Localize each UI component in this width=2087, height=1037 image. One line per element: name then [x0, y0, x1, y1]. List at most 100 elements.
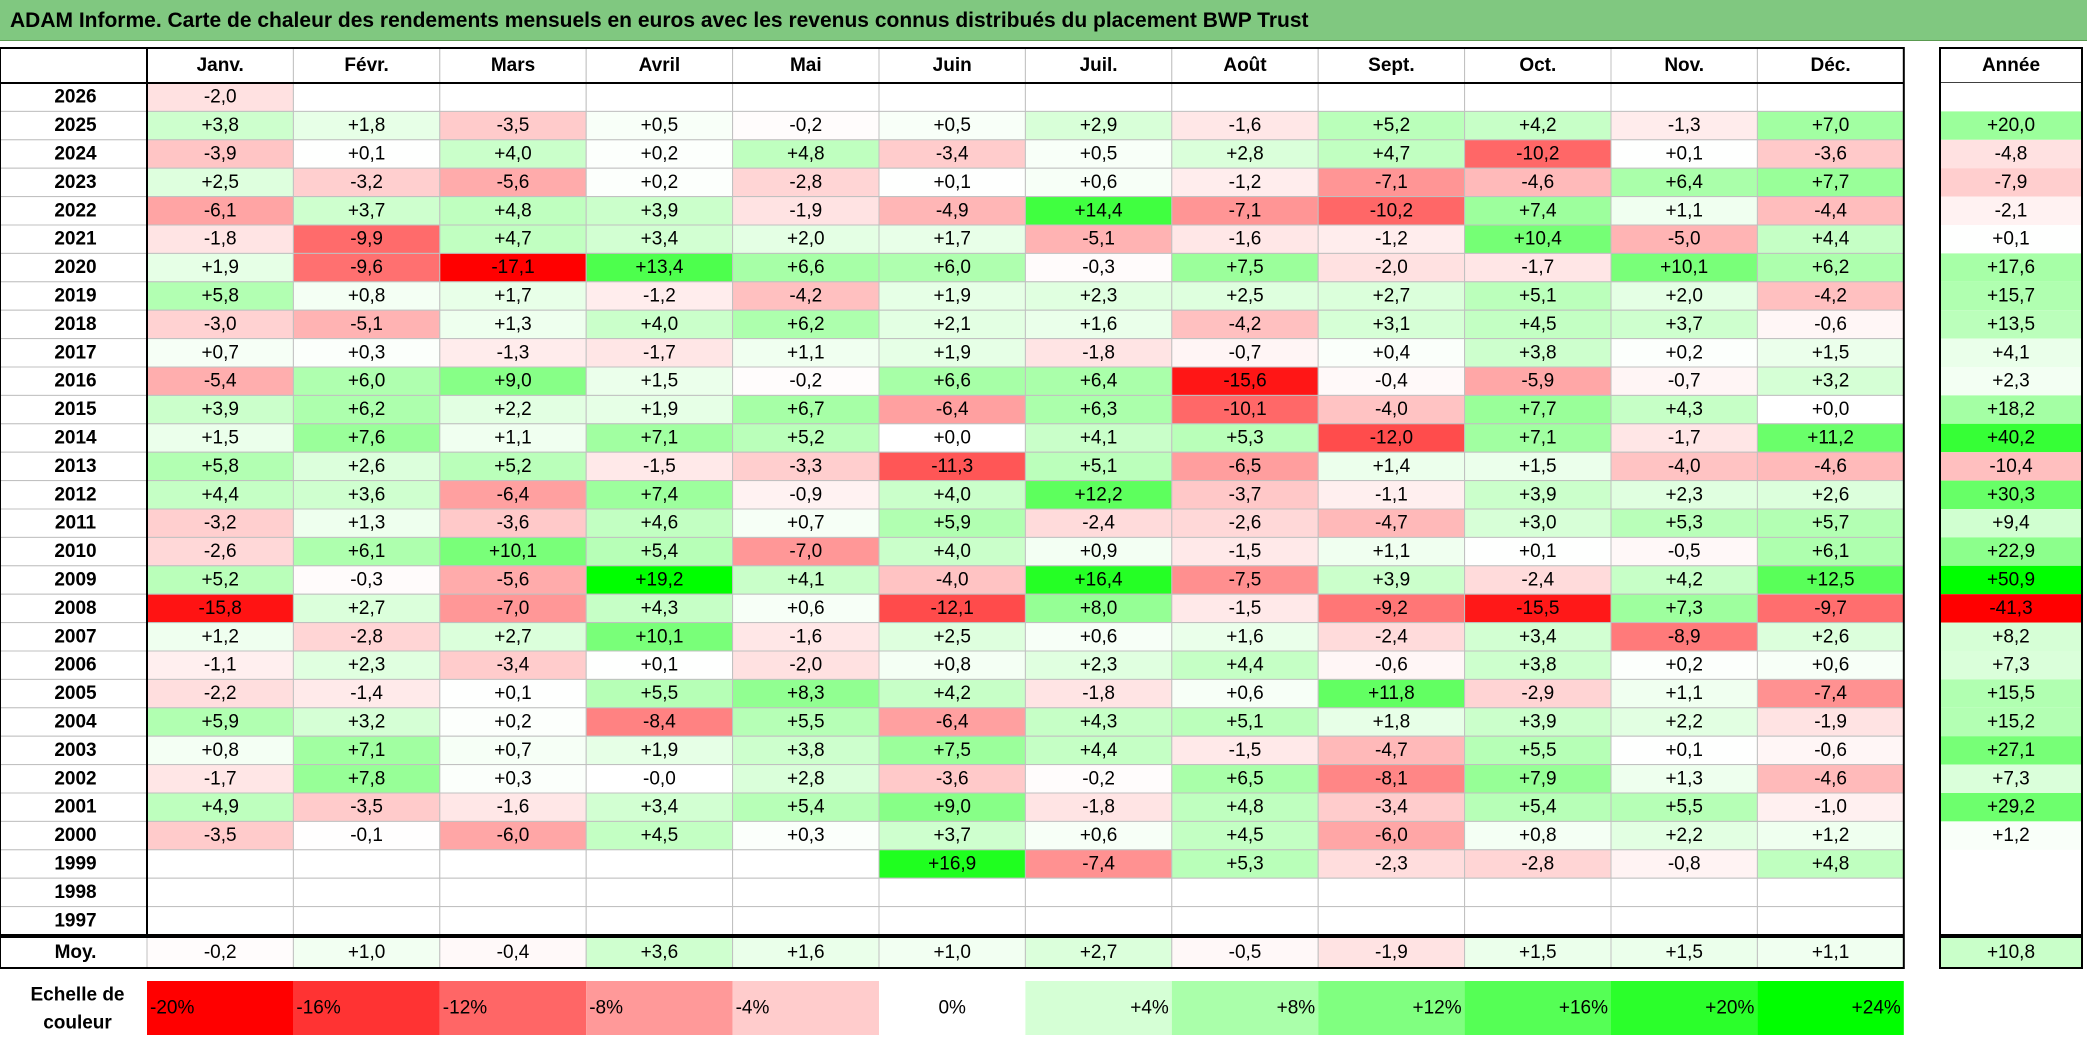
cell-value: +3,9 [641, 200, 679, 221]
heatmap-cell [1464, 906, 1612, 936]
heatmap-cell [292, 593, 441, 624]
cell-value: +4,0 [641, 314, 679, 335]
heatmap-cell [732, 678, 880, 709]
heatmap-cell [732, 338, 880, 368]
year-label-2004: 2004 [54, 712, 97, 733]
cell-value: +5,2 [201, 570, 239, 591]
heatmap-cell [878, 536, 1026, 567]
annual-cell [1940, 821, 2082, 850]
grid-border [0, 47, 1905, 936]
cell-value: +9,0 [494, 371, 532, 392]
cell-value: +4,0 [494, 144, 532, 165]
cell-value: +0,9 [1080, 541, 1118, 562]
cell-value: +0,2 [641, 172, 679, 193]
cell-value: +5,9 [933, 513, 971, 534]
heatmap-cell [1464, 650, 1612, 680]
heatmap-cell [1756, 110, 1905, 141]
cell-value: +4,4 [1080, 740, 1118, 761]
cell-value: -5,6 [497, 570, 530, 591]
cell-value: +2,6 [348, 456, 386, 477]
cell-value: +0,5 [1080, 144, 1118, 165]
heatmap-cell [1024, 196, 1173, 226]
year-label-2013: 2013 [54, 456, 96, 477]
month-header-cell [1464, 47, 1612, 84]
annual-cell [1940, 849, 2082, 879]
cell-value: -0,6 [1375, 655, 1408, 676]
scale-swatch [293, 981, 440, 1035]
annual-cell [1940, 537, 2082, 566]
heatmap-cell [878, 451, 1026, 482]
heatmap-cell [1317, 423, 1466, 453]
heatmap-cell [292, 82, 441, 112]
year-label-2020: 2020 [54, 257, 96, 278]
scale-swatch [1464, 981, 1611, 1035]
heatmap-cell [1610, 281, 1758, 311]
cell-value: +1,7 [494, 286, 532, 307]
average-value: +1,0 [348, 942, 386, 963]
annual-cell [1940, 651, 2082, 680]
cell-value: +4,2 [1519, 115, 1557, 136]
heatmap-cell [732, 565, 880, 595]
cell-value: -1,8 [1082, 342, 1115, 363]
cell-value: +3,4 [641, 797, 679, 818]
month-header-cell [1756, 47, 1905, 84]
heatmap-cell [439, 877, 587, 908]
year-label-2019: 2019 [54, 286, 96, 307]
year-label-2021: 2021 [54, 229, 97, 250]
heatmap-cell [878, 281, 1026, 311]
cell-value: -6,5 [1229, 456, 1262, 477]
annual-value: +27,1 [1987, 740, 2035, 761]
heatmap-cell [1756, 224, 1905, 254]
heatmap-cell [439, 906, 587, 936]
annual-cell [1940, 622, 2082, 651]
heatmap-cell [1024, 252, 1173, 283]
heatmap-cell [1756, 906, 1905, 936]
cell-value: -6,4 [936, 712, 969, 733]
cell-value: -4,7 [1375, 740, 1408, 761]
heatmap-cell [1756, 451, 1905, 482]
cell-value: -0,1 [350, 825, 383, 846]
cell-value: +5,5 [641, 683, 679, 704]
annual-value: +30,3 [1987, 484, 2035, 505]
cell-value: +3,4 [1519, 626, 1557, 647]
cell-value: +4,2 [933, 683, 971, 704]
scale-label: -12% [443, 998, 487, 1019]
cell-value: +4,8 [494, 200, 532, 221]
heatmap-cell [585, 622, 734, 652]
heatmap-cell [1610, 480, 1758, 510]
annual-value: +15,2 [1987, 712, 2035, 733]
heatmap-cell [292, 480, 441, 510]
cell-value: +3,9 [1373, 570, 1411, 591]
heatmap-cell [292, 650, 441, 680]
year-label-2007: 2007 [54, 626, 96, 647]
cell-value: +3,7 [1665, 314, 1703, 335]
heatmap-cell [732, 849, 880, 879]
cell-value: +0,1 [1665, 144, 1703, 165]
cell-value: +2,8 [787, 768, 825, 789]
heatmap-cell [439, 224, 587, 254]
heatmap-cell [1024, 82, 1173, 112]
month-header-cell [878, 47, 1026, 84]
annual-value: +15,5 [1987, 683, 2035, 704]
cell-value: +2,7 [494, 626, 532, 647]
cell-value: -1,2 [1229, 172, 1262, 193]
heatmap-cell [1610, 394, 1758, 425]
average-value: -0,2 [204, 942, 237, 963]
cell-value: +1,8 [1373, 712, 1411, 733]
cell-value: +7,4 [1519, 200, 1557, 221]
cell-value: +7,1 [1519, 428, 1557, 449]
cell-value: +3,7 [348, 200, 386, 221]
cell-value: +3,1 [1373, 314, 1411, 335]
average-value: +1,5 [1665, 942, 1703, 963]
heatmap-cell [585, 309, 734, 340]
year-label-cell [0, 423, 148, 453]
month-header-5: Mai [790, 55, 822, 76]
heatmap-cell [878, 139, 1026, 169]
heatmap-cell [732, 820, 880, 851]
cell-value: +1,2 [201, 626, 239, 647]
cell-value: +4,4 [1812, 229, 1850, 250]
annual-value: +50,9 [1987, 570, 2035, 591]
cell-value: +2,1 [933, 314, 971, 335]
cell-value: +7,5 [933, 740, 971, 761]
heatmap-cell [1171, 508, 1319, 538]
